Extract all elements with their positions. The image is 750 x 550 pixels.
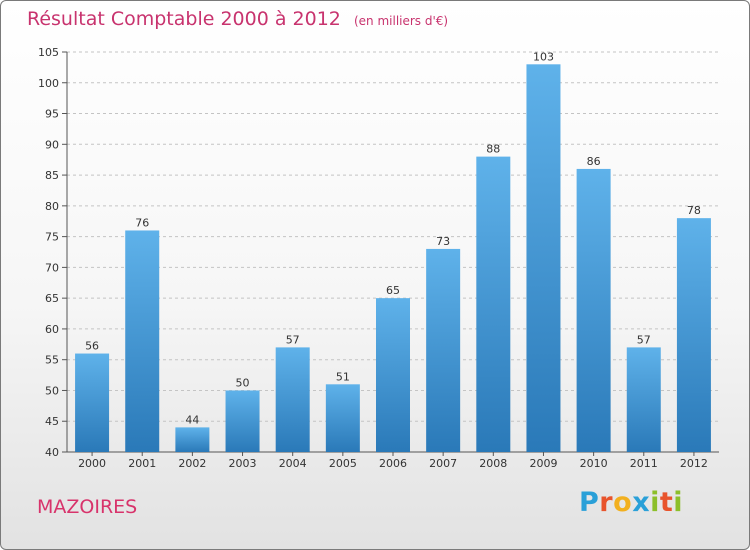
x-tick-label: 2012: [680, 457, 708, 470]
x-tick-label: 2000: [78, 457, 106, 470]
x-tick-label: 2007: [429, 457, 457, 470]
bar: [275, 347, 310, 452]
chart-unit: (en milliers d'€): [353, 14, 449, 28]
y-tick-label: 45: [45, 415, 59, 428]
location-name: MAZOIRES: [37, 496, 138, 518]
data-label: 51: [336, 370, 350, 383]
data-label: 56: [85, 340, 99, 353]
y-tick-label: 90: [45, 138, 59, 151]
y-tick-label: 70: [45, 261, 59, 274]
bar: [576, 168, 611, 452]
logo-letter: P: [579, 487, 600, 518]
y-tick-label: 85: [45, 169, 59, 182]
chart-title: Résultat Comptable 2000 à 2012 (en milli…: [27, 8, 448, 30]
logo-letter: t: [659, 487, 674, 518]
bar: [526, 64, 561, 453]
logo-letter: o: [613, 487, 633, 518]
bar: [225, 390, 260, 452]
y-tick-label: 40: [45, 446, 59, 459]
data-label: 88: [486, 143, 500, 156]
bar: [175, 427, 210, 452]
data-label: 76: [135, 216, 149, 229]
data-label: 57: [637, 333, 651, 346]
bar: [325, 384, 360, 452]
data-label: 50: [236, 376, 250, 389]
x-tick-label: 2004: [279, 457, 307, 470]
bar: [476, 156, 511, 452]
logo-letter: r: [599, 487, 614, 518]
logo-letter: i: [673, 487, 684, 518]
y-tick-label: 95: [45, 108, 59, 121]
bar: [125, 230, 160, 452]
data-label: 57: [286, 333, 300, 346]
logo-letter: x: [632, 487, 651, 518]
bar: [676, 218, 711, 452]
y-tick-label: 60: [45, 323, 59, 336]
y-tick-label: 65: [45, 292, 59, 305]
bar: [376, 298, 410, 452]
bar: [426, 248, 461, 452]
y-tick-label: 50: [45, 384, 59, 397]
x-tick-label: 2001: [128, 457, 156, 470]
data-label: 78: [687, 204, 701, 217]
y-tick-label: 105: [38, 46, 59, 59]
y-tick-label: 100: [38, 77, 59, 90]
x-tick-label: 2003: [229, 457, 257, 470]
y-tick-label: 55: [45, 354, 59, 367]
bar: [75, 353, 110, 452]
chart-title-text: Résultat Comptable 2000 à 2012: [27, 8, 341, 30]
data-label: 86: [587, 155, 601, 168]
x-tick-label: 2011: [630, 457, 658, 470]
x-tick-label: 2002: [178, 457, 206, 470]
data-label: 65: [386, 284, 400, 297]
y-tick-label: 80: [45, 200, 59, 213]
x-tick-label: 2009: [529, 457, 557, 470]
data-label: 103: [533, 50, 554, 63]
data-label: 73: [436, 235, 450, 248]
x-tick-label: 2006: [379, 457, 407, 470]
logo-letter: i: [650, 487, 660, 518]
y-tick-label: 75: [45, 231, 59, 244]
x-tick-label: 2008: [479, 457, 507, 470]
x-tick-label: 2005: [329, 457, 357, 470]
bar: [626, 347, 661, 452]
proxiti-logo: Proxiti: [579, 487, 683, 518]
data-label: 44: [185, 413, 199, 426]
x-tick-label: 2010: [580, 457, 608, 470]
